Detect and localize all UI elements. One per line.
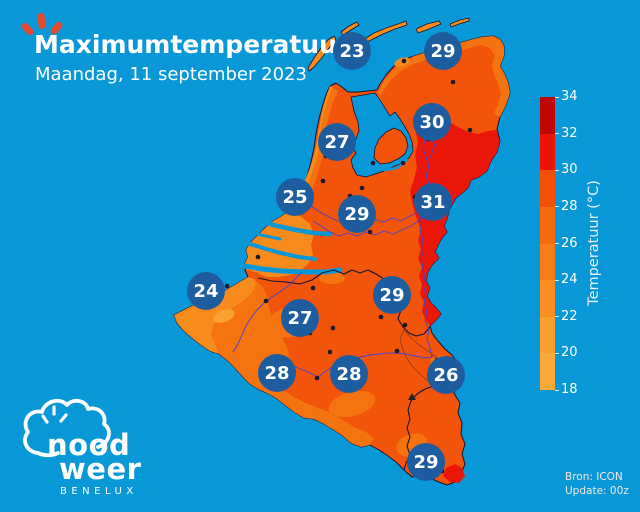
colorbar-tickmark [555,352,559,354]
colorbar-segment [540,353,555,390]
contour-ardennes-1 [328,390,376,418]
colorbar-tick-label: 18 [561,382,578,397]
noodweer-benelux-logo: nood weer BENELUX [20,395,190,507]
colorbar-tickmark [555,96,559,98]
colorbar-segment [540,170,555,207]
flevoland-polder [373,127,409,165]
colorbar-tickmark [555,133,559,135]
colorbar-tick-label: 30 [561,162,578,178]
colorbar-segment [540,280,555,317]
colorbar-tickmark [555,389,559,391]
contour-zeeland-delta [245,210,314,277]
cloud-icon [23,398,111,458]
source-credit: Bron: ICON Update: 00z [565,470,629,498]
colorbar-tickmark [555,206,559,208]
colorbar-tick-label: 22 [561,308,578,324]
colorbar-segment [540,316,555,354]
contour-holland-dunes-inner [297,88,338,208]
summit-marker [408,393,416,400]
colorbar-tick-label: 28 [561,198,578,214]
logo-text-benelux: BENELUX [60,486,138,497]
colorbar-segment [540,206,555,244]
colorbar-gradient [540,97,555,390]
colorbar-tickmark [555,279,559,281]
colorbar-tick-label: 32 [561,125,578,141]
colorbar-segment [540,97,555,134]
landmass [173,35,511,486]
colorbar-segment [540,243,555,281]
update-line: Update: 00z [565,485,629,497]
hot-zone-east [410,116,500,326]
contour-south-band [267,388,374,447]
colorbar-tick-label: 24 [561,272,578,288]
colorbar: 34 32 30 28 26 24 22 20 18 Temperatuur (°C) [540,89,640,397]
colorbar-tickmark [555,316,559,318]
colorbar-tick-label: 26 [561,235,578,251]
colorbar-tickmark [555,243,559,244]
page-subtitle: Maandag, 11 september 2023 [35,64,307,85]
source-line: Bron: ICON [565,471,623,483]
contour-coast-spot [213,309,235,323]
colorbar-tickmark [555,169,559,171]
colorbar-tick-label: 20 [561,345,578,361]
contour-campine [319,272,345,284]
colorbar-segment [540,133,555,171]
colorbar-axis-label: Temperatuur (°C) [586,180,602,306]
hot-zone-luxembourg [443,464,465,483]
colorbar-tick-label: 34 [561,89,578,104]
logo-text-nood: nood [47,428,131,462]
contour-holland-dunes-outer [293,86,333,205]
logo-text-weer: weer [59,452,142,486]
page-title: Maximumtemperatuur [34,30,350,59]
